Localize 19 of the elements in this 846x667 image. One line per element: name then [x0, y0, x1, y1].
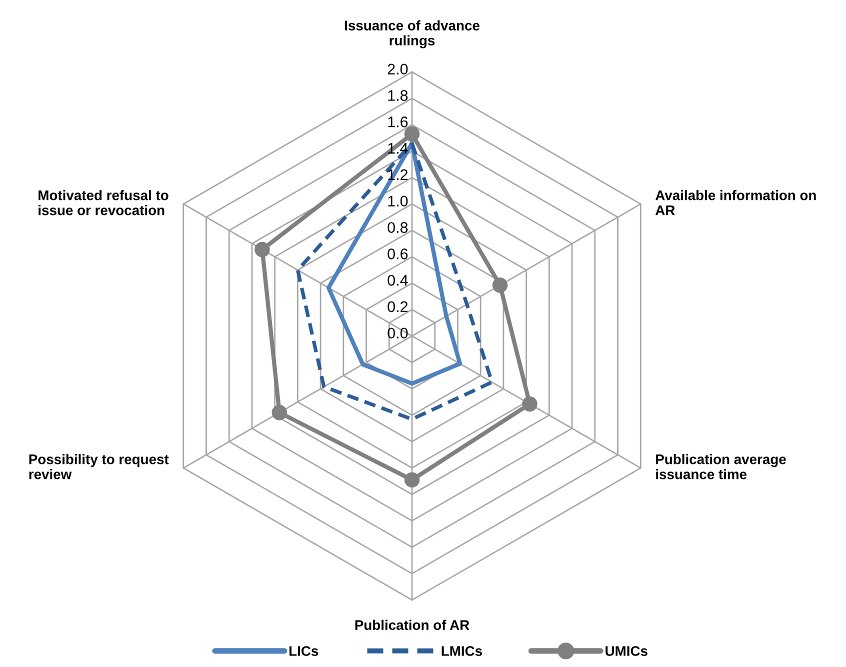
y-tick-label: 0.8: [388, 222, 408, 233]
spoke-label: Publication of AR: [355, 620, 470, 630]
y-tick-label: 1.4: [388, 143, 408, 154]
y-tick-label: 0.2: [388, 301, 408, 312]
spoke-label: Possibility to request review: [29, 454, 169, 480]
y-tick-label: 0.0: [388, 328, 408, 339]
spoke-label: Available information on AR: [655, 190, 816, 216]
spoke-label: Publication average issuance time: [656, 454, 786, 480]
legend-label: UMICs: [606, 646, 648, 656]
y-tick-label: 0.6: [388, 248, 408, 260]
y-tick-label: 0.4: [388, 274, 408, 286]
legend-label: LMICs: [442, 646, 482, 656]
spoke-label: Issuance of advance rulings: [345, 20, 480, 48]
y-tick-label: 2.0: [388, 64, 408, 75]
y-tick-label: 1.8: [388, 90, 408, 101]
spoke-label: Motivated refusal to issue or revocation: [38, 190, 168, 216]
legend-label: LICs: [289, 646, 318, 656]
y-tick-label: 1.0: [388, 196, 408, 207]
y-tick-label: 1.6: [388, 116, 408, 128]
